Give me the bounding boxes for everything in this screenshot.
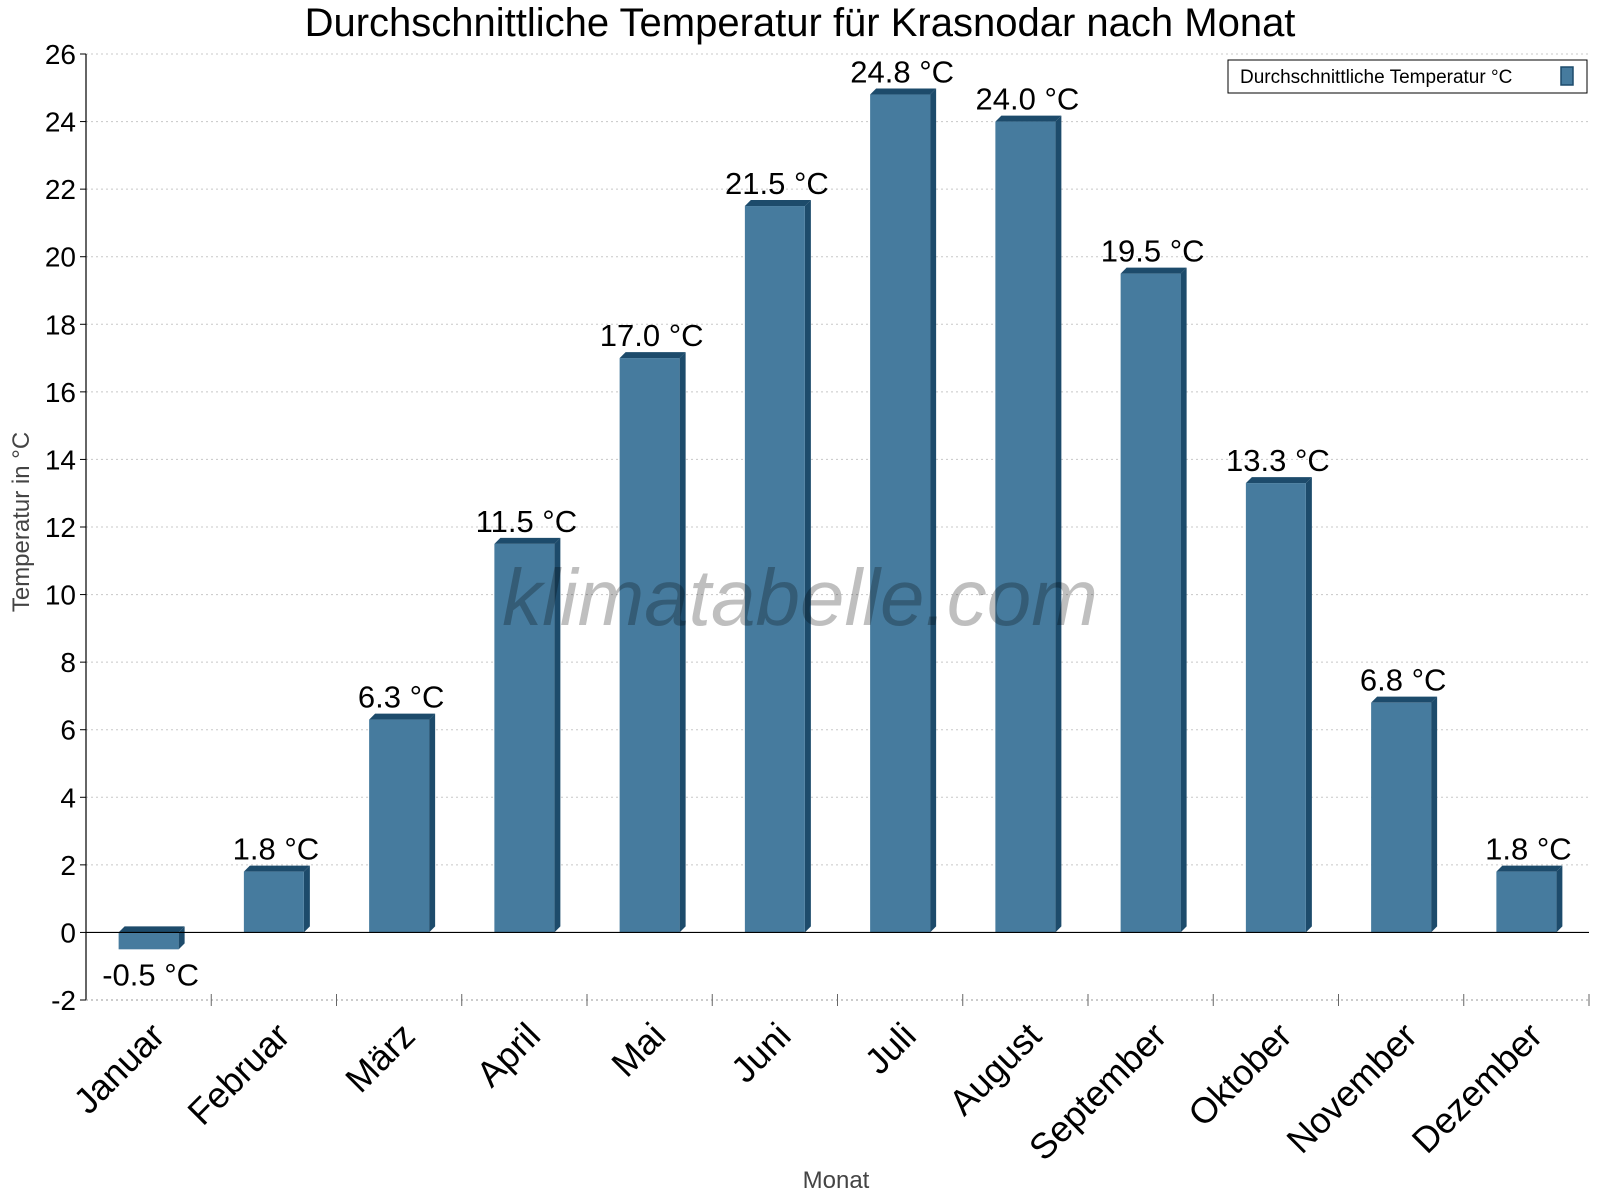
- x-tick-label: Oktober: [1180, 1015, 1300, 1135]
- bar-top: [118, 926, 185, 933]
- y-tick-label: -2: [51, 985, 76, 1016]
- bar-side: [1305, 477, 1312, 933]
- y-tick-label: 4: [60, 782, 76, 813]
- chart-title: Durchschnittliche Temperatur für Krasnod…: [305, 1, 1296, 45]
- bar-märz: 6.3 °C: [358, 680, 445, 933]
- bar-mai: 17.0 °C: [600, 318, 704, 933]
- legend-swatch: [1560, 66, 1574, 86]
- y-tick-label: 16: [45, 377, 76, 408]
- grid-lines: [86, 53, 1589, 866]
- bar-top: [744, 200, 811, 207]
- bar-front: [1245, 483, 1306, 933]
- bar-front: [1120, 273, 1181, 933]
- bar-top: [995, 115, 1062, 122]
- bar-september: 19.5 °C: [1101, 234, 1205, 933]
- y-axis-title: Temperatur in °C: [8, 432, 35, 612]
- data-label: 6.3 °C: [358, 680, 445, 715]
- bar-front: [619, 358, 680, 933]
- x-tick-label: Dezember: [1404, 1015, 1550, 1161]
- data-label: 6.8 °C: [1360, 663, 1447, 698]
- x-tick-label: Mai: [603, 1015, 673, 1085]
- bar-side: [303, 865, 310, 933]
- bar-top: [494, 537, 561, 544]
- bar-side: [1055, 115, 1062, 933]
- y-tick-label: 2: [60, 850, 76, 881]
- bar-top: [369, 713, 436, 720]
- bar-top: [243, 865, 310, 872]
- bar-side: [930, 88, 937, 933]
- y-tick-label: 14: [45, 444, 76, 475]
- y-tick-label: 6: [60, 715, 76, 746]
- bar-top: [1496, 865, 1563, 872]
- bars: -0.5 °C 1.8 °C 6.3 °C 11.5 °C 17.0 °C 21.5 °C…: [102, 55, 1571, 993]
- y-tick-label: 10: [45, 580, 76, 611]
- bar-front: [744, 206, 805, 933]
- bar-side: [679, 352, 686, 933]
- legend: Durchschnittliche Temperatur °C: [1227, 59, 1588, 94]
- bar-front: [870, 94, 931, 933]
- bar-top: [1371, 696, 1438, 703]
- y-tick-label: 0: [60, 917, 76, 948]
- bar-side: [554, 537, 561, 933]
- bar-front: [1371, 702, 1432, 933]
- y-tick-label: 12: [45, 512, 76, 543]
- data-label: 13.3 °C: [1226, 443, 1330, 478]
- x-axis-title: Monat: [803, 1167, 870, 1194]
- data-label: 1.8 °C: [1485, 832, 1572, 867]
- data-label: -0.5 °C: [102, 957, 199, 992]
- bar-front: [369, 719, 430, 933]
- bar-oktober: 13.3 °C: [1226, 443, 1330, 933]
- bar-front: [995, 121, 1056, 933]
- x-tick-label: November: [1278, 1015, 1424, 1161]
- x-tick-label: Juni: [723, 1015, 799, 1091]
- y-tick-label: 18: [45, 309, 76, 340]
- bar-top: [870, 88, 937, 95]
- x-tick-label: März: [337, 1015, 423, 1101]
- bar-front: [243, 871, 304, 933]
- data-label: 21.5 °C: [725, 166, 829, 201]
- y-tick-label: 20: [45, 242, 76, 273]
- bar-april: 11.5 °C: [476, 504, 577, 933]
- legend-label: Durchschnittliche Temperatur °C: [1240, 67, 1512, 88]
- legend-box: [1227, 59, 1588, 94]
- bar-side: [804, 200, 811, 933]
- data-label: 11.5 °C: [476, 504, 577, 539]
- bar-februar: 1.8 °C: [233, 832, 320, 933]
- x-tick-label: April: [468, 1015, 548, 1095]
- bar-side: [1180, 267, 1187, 933]
- bar-front: [118, 932, 179, 950]
- bar-august: 24.0 °C: [976, 82, 1080, 933]
- bar-november: 6.8 °C: [1360, 663, 1447, 933]
- x-tick-label: Februar: [179, 1015, 297, 1133]
- x-tick-label: August: [941, 1015, 1049, 1123]
- bar-top: [1120, 267, 1187, 274]
- bar-juli: 24.8 °C: [850, 55, 954, 933]
- y-tick-label: 26: [45, 39, 76, 70]
- y-tick-label: 22: [45, 174, 76, 205]
- data-label: 19.5 °C: [1101, 234, 1205, 269]
- x-tick-label: Januar: [65, 1015, 172, 1122]
- bar-front: [494, 543, 555, 933]
- bar-side: [429, 713, 436, 933]
- data-label: 1.8 °C: [233, 832, 320, 867]
- x-tick-label: Juli: [857, 1015, 924, 1082]
- data-label: 24.0 °C: [976, 82, 1080, 117]
- bar-dezember: 1.8 °C: [1485, 832, 1572, 933]
- watermark: klimatabelle.com: [502, 553, 1098, 642]
- bar-januar: -0.5 °C: [102, 926, 199, 992]
- data-label: 17.0 °C: [600, 318, 704, 353]
- y-tick-label: 8: [60, 647, 76, 678]
- bar-top: [1245, 477, 1312, 484]
- bar-side: [1556, 865, 1563, 933]
- y-tick-label: 24: [45, 107, 76, 138]
- x-axis: Januar Februar März April Mai Juni Juli AugustS…: [65, 931, 1590, 1169]
- bar-front: [1496, 871, 1557, 933]
- data-label: 24.8 °C: [850, 55, 954, 90]
- bar-juni: 21.5 °C: [725, 166, 829, 933]
- bar-top: [619, 352, 686, 359]
- x-tick-label: September: [1021, 1015, 1175, 1169]
- bar-side: [1431, 696, 1438, 933]
